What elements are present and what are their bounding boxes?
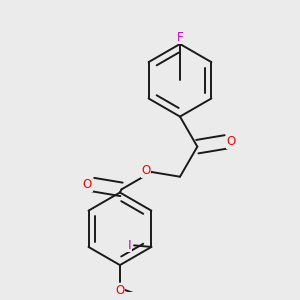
Text: F: F (177, 31, 183, 44)
Text: I: I (128, 239, 131, 252)
Text: O: O (83, 178, 92, 191)
Text: O: O (115, 284, 124, 297)
Text: O: O (141, 164, 151, 177)
Text: O: O (227, 135, 236, 148)
